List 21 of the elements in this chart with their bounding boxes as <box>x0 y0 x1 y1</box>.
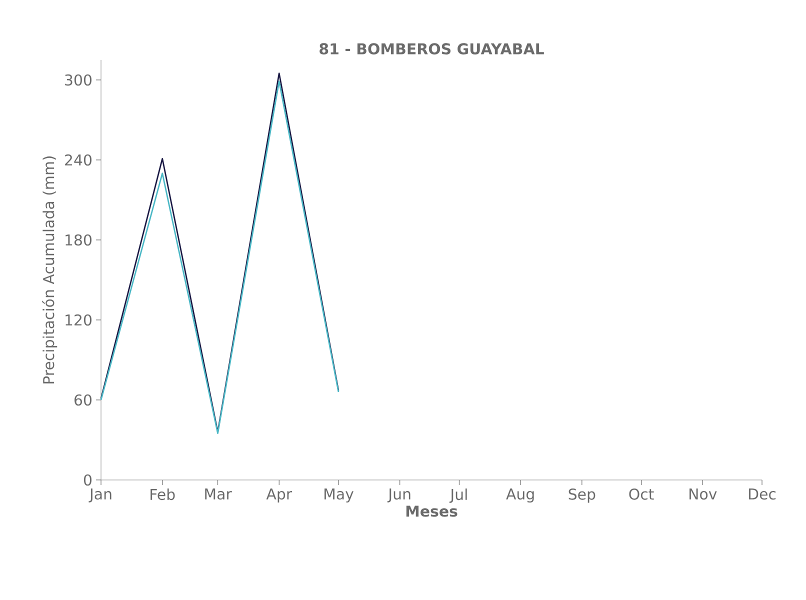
x-tick-label: Oct <box>629 488 654 500</box>
x-tick-label: Apr <box>266 488 292 503</box>
x-tick-label: Nov <box>690 488 717 500</box>
y-axis-title: Precipitación Acumulada (mm) <box>42 156 58 384</box>
x-tick-label: May <box>324 488 354 503</box>
x-tick-label: Aug <box>506 488 534 503</box>
y-tick-label: 0 <box>84 474 92 486</box>
x-tick-label: Jun <box>387 488 410 502</box>
x-tick-label: Jan <box>88 488 112 502</box>
x-tick-label: Dec <box>749 488 776 500</box>
y-tick-label: 60 <box>74 394 92 406</box>
chart-title: 81 - BOMBEROS GUAYABAL <box>320 43 544 54</box>
y-tick-label: 180 <box>66 234 92 246</box>
x-axis-title: Meses <box>406 506 458 517</box>
y-tick-label: 300 <box>65 74 92 86</box>
x-tick-label: Mar <box>205 488 232 500</box>
x-tick-label: Jul <box>449 488 467 503</box>
x-tick-label: Sep <box>568 488 596 503</box>
x-tick-label: Feb <box>150 488 175 500</box>
y-tick-label: 240 <box>65 154 92 166</box>
y-tick-label: 120 <box>66 314 92 326</box>
